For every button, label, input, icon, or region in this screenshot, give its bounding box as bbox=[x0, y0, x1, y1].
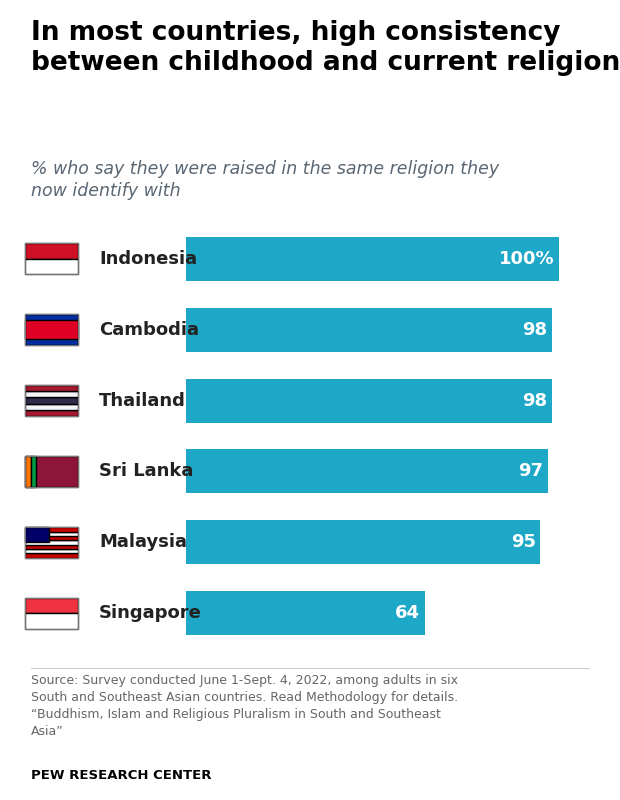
Text: 97: 97 bbox=[518, 462, 544, 481]
Text: Cambodia: Cambodia bbox=[99, 321, 199, 338]
Text: Thailand: Thailand bbox=[99, 391, 186, 410]
Text: Sri Lanka: Sri Lanka bbox=[99, 462, 193, 481]
Text: Indonesia: Indonesia bbox=[99, 250, 197, 267]
Text: 95: 95 bbox=[511, 534, 536, 551]
Text: Singapore: Singapore bbox=[99, 605, 202, 622]
Text: 100%: 100% bbox=[499, 250, 555, 267]
Bar bbox=[186, 521, 541, 565]
Text: 98: 98 bbox=[522, 391, 547, 410]
Text: In most countries, high consistency
between childhood and current religion: In most countries, high consistency betw… bbox=[31, 20, 620, 76]
Text: % who say they were raised in the same religion they
now identify with: % who say they were raised in the same r… bbox=[31, 160, 499, 200]
Bar bbox=[186, 307, 552, 351]
Bar bbox=[186, 450, 548, 494]
Text: Malaysia: Malaysia bbox=[99, 534, 187, 551]
Text: 64: 64 bbox=[396, 605, 420, 622]
Bar bbox=[186, 237, 559, 281]
Text: Source: Survey conducted June 1-Sept. 4, 2022, among adults in six
South and Sou: Source: Survey conducted June 1-Sept. 4,… bbox=[31, 674, 458, 738]
Text: 98: 98 bbox=[522, 321, 547, 338]
Text: PEW RESEARCH CENTER: PEW RESEARCH CENTER bbox=[31, 770, 211, 782]
Bar bbox=[186, 591, 425, 635]
Bar bbox=[186, 378, 552, 422]
